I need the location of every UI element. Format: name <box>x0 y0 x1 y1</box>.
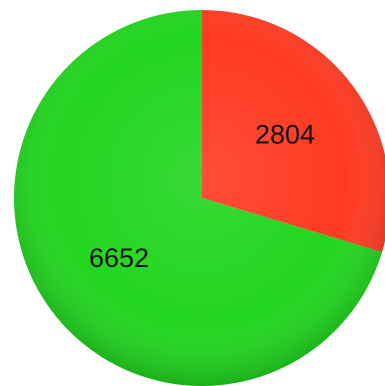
pie-labels: 2804 6652 <box>89 119 315 272</box>
pie-slices <box>13 9 385 386</box>
pie-slice-label: 6652 <box>89 243 149 273</box>
pie-slice-label: 2804 <box>255 119 315 149</box>
